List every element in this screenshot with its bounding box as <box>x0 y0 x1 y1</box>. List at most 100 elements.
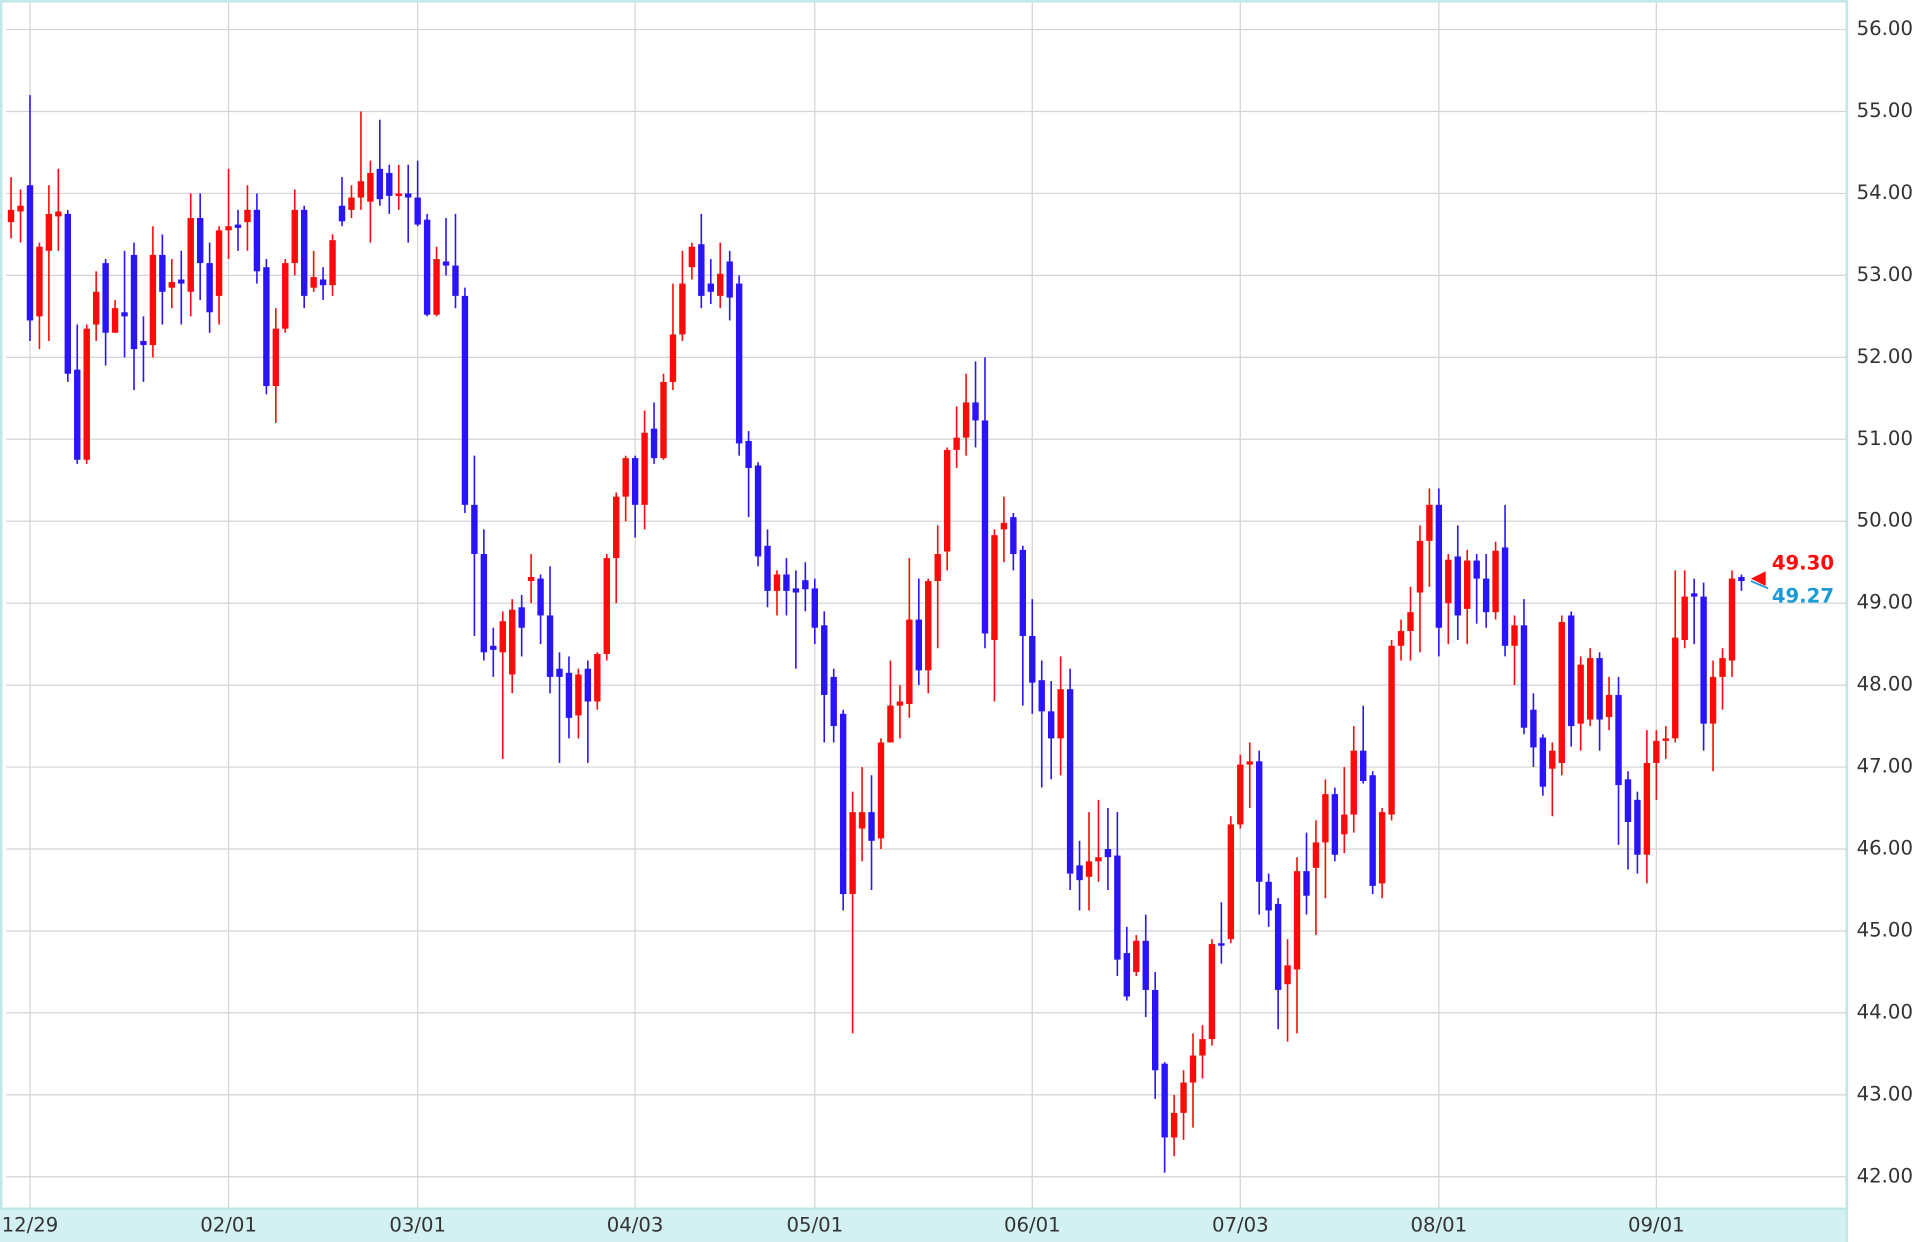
candle-body <box>7 209 15 223</box>
candle-body <box>839 713 847 895</box>
candle-body <box>556 668 563 677</box>
candle-body <box>565 672 573 718</box>
candle-body <box>263 267 270 387</box>
candle-body <box>1719 658 1726 677</box>
candle-body <box>1312 842 1320 868</box>
candle-body <box>206 263 213 313</box>
candle-body <box>1738 576 1745 582</box>
candle-body <box>575 674 582 716</box>
candle-body <box>584 668 592 702</box>
candle-body <box>698 244 705 296</box>
candle-body <box>499 621 506 653</box>
candle-body <box>679 283 686 335</box>
candle-body <box>1151 989 1159 1071</box>
candle-body <box>55 211 62 217</box>
candle-body <box>1274 903 1282 990</box>
candle-body <box>1615 694 1622 786</box>
candle-body <box>36 246 43 317</box>
y-tick-label: 55.00 <box>1857 99 1913 122</box>
price-label: 49.27 <box>1772 585 1834 608</box>
candles <box>7 95 1745 1173</box>
candle-body <box>1199 1039 1206 1056</box>
candle-body <box>480 554 488 653</box>
x-tick-label: 04/03 <box>607 1213 664 1236</box>
candle-body <box>849 812 856 895</box>
x-tick-label: 09/01 <box>1628 1213 1685 1236</box>
y-tick-label: 46.00 <box>1857 837 1913 860</box>
candle-body <box>1170 1112 1178 1138</box>
candle-body <box>1586 658 1594 720</box>
price-marker <box>1750 571 1766 586</box>
candle-body <box>1643 762 1651 855</box>
candle-body <box>1038 680 1045 712</box>
candle-body <box>74 369 81 460</box>
candle-body <box>1700 596 1707 724</box>
candle-body <box>688 246 696 268</box>
candle-body <box>405 193 412 198</box>
candle-body <box>650 428 658 459</box>
candle-body <box>660 381 667 459</box>
candle-body <box>338 205 346 222</box>
candle-body <box>773 574 781 591</box>
candle-body <box>858 812 866 829</box>
candle-body <box>149 254 157 346</box>
candle-body <box>518 607 525 628</box>
candle-body <box>509 609 516 675</box>
x-tick-label: 06/01 <box>1004 1213 1061 1236</box>
candle-body <box>17 205 24 212</box>
candle-body <box>196 218 204 264</box>
candle-body <box>1161 1063 1168 1138</box>
candle-body <box>215 230 223 296</box>
candle-body <box>1189 1055 1197 1083</box>
y-tick-label: 52.00 <box>1857 345 1913 368</box>
candle-body <box>1331 794 1339 855</box>
candle-body <box>1397 631 1405 646</box>
y-tick-label: 50.00 <box>1857 509 1913 532</box>
y-tick-label: 48.00 <box>1857 673 1913 696</box>
candle-body <box>802 580 809 590</box>
candle-body <box>45 213 53 251</box>
candle-body <box>1558 622 1565 763</box>
x-tick-label: 08/01 <box>1411 1213 1468 1236</box>
x-tick-label: 12/29 <box>2 1213 59 1236</box>
candle-body <box>1369 775 1376 886</box>
candle-body <box>631 458 639 505</box>
candle-body <box>726 261 733 298</box>
candle-body <box>1029 635 1036 683</box>
candle-body <box>972 402 979 421</box>
y-tick-label: 51.00 <box>1857 427 1913 450</box>
candle-body <box>1530 709 1537 748</box>
candle-body <box>168 281 176 288</box>
candle-body <box>83 328 90 460</box>
y-tick-label: 54.00 <box>1857 181 1913 204</box>
candle-body <box>234 224 242 228</box>
candle-body <box>537 578 544 616</box>
candle-body <box>1284 965 1291 985</box>
candle-body <box>1293 871 1301 970</box>
candle-body <box>669 334 677 382</box>
candle-body <box>1142 940 1149 990</box>
x-tick-label: 05/01 <box>786 1213 843 1236</box>
candle-body <box>111 308 119 333</box>
candle-body <box>1378 812 1386 884</box>
candle-body <box>1000 522 1008 530</box>
candle-body <box>490 645 497 650</box>
candle-body <box>1624 779 1632 822</box>
candle-body <box>1104 849 1112 858</box>
y-tick-label: 47.00 <box>1857 755 1913 778</box>
y-tick-label: 49.00 <box>1857 591 1913 614</box>
candle-body <box>868 812 875 841</box>
candle-body <box>1265 881 1272 911</box>
candle-body <box>707 283 714 292</box>
candle-body <box>906 619 913 704</box>
candle-body <box>329 240 336 286</box>
candle-body <box>981 420 989 634</box>
price-marker <box>1750 580 1769 590</box>
candle-body <box>1114 855 1121 960</box>
candle-body <box>527 576 535 582</box>
candle-body <box>102 263 109 333</box>
candle-body <box>1605 694 1613 718</box>
candle-body <box>783 574 790 591</box>
candle-body <box>357 181 365 198</box>
